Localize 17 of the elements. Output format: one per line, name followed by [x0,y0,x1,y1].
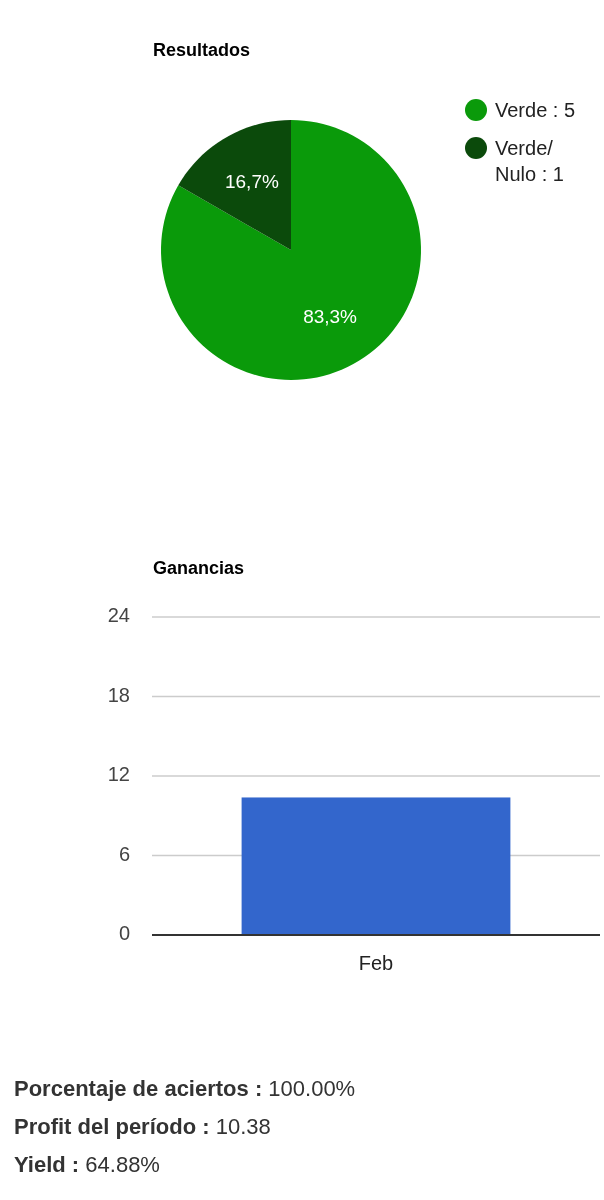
pie-slice [161,120,421,380]
x-tick-label: Feb [358,952,394,974]
legend-label: Verde : 5 [495,99,576,121]
data-label: 83,3% [303,305,358,327]
y-tick-label: 18 [107,683,130,706]
y-tick-label: 6 [118,842,130,865]
text: Yield : 64.88% [14,1152,160,1177]
y-tick-label: 12 [107,763,130,786]
y-tick-label: 0 [118,922,130,945]
chart-title: Resultados [153,40,251,60]
pie-slice [178,120,291,250]
data-label: 16,7% [224,170,279,192]
chart-title: Ganancias [153,558,245,578]
text: Porcentaje de aciertos : 100.00% [14,1076,356,1101]
y-tick-label: 24 [107,604,130,627]
legend-label: Verde/ Nulo : 1 [495,137,564,185]
text: Profit del período : 10.38 [14,1114,271,1139]
